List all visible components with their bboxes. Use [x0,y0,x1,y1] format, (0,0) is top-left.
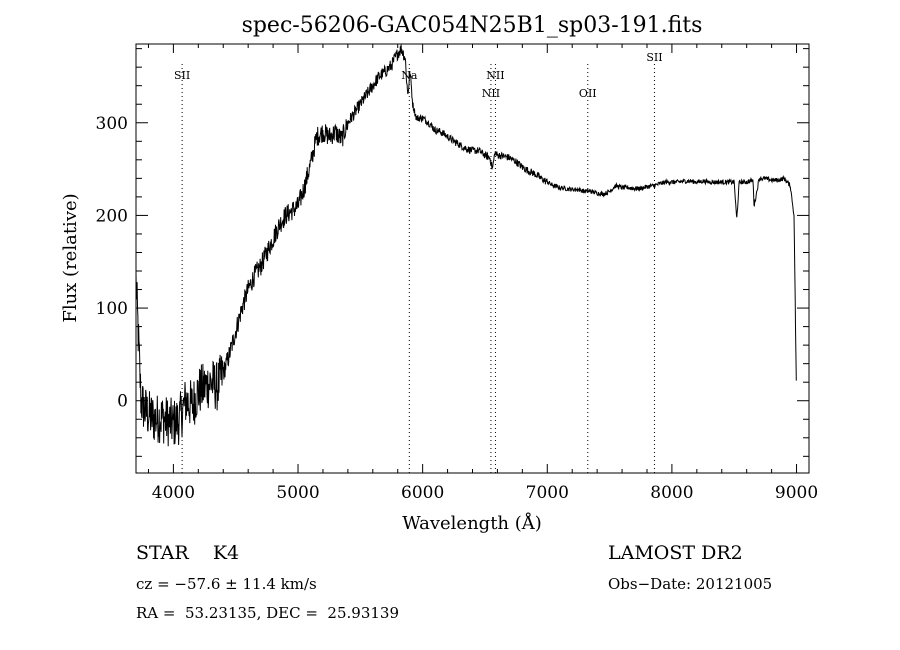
object-class: STAR K4 [136,542,240,564]
y-tick-label: 200 [96,206,128,226]
x-tick-label: 5000 [276,483,319,503]
y-tick-label: 100 [96,299,128,319]
spectrum-line [135,44,797,447]
line-label: OII [579,87,597,100]
y-tick-label: 0 [117,392,128,412]
x-tick-label: 6000 [401,483,444,503]
redshift-cz: cz = −57.6 ± 11.4 km/s [136,575,317,593]
obs-date: Obs−Date: 20121005 [608,575,773,593]
x-tick-label: 7000 [526,483,569,503]
x-axis-label: Wavelength (Å) [402,512,542,534]
line-label: NII [482,87,500,100]
y-axis-label: Flux (relative) [60,193,81,322]
axis-ticks: 4000 5000 6000 7000 8000 9000 0 100 200 300 [96,44,818,503]
plot-frame [135,43,810,474]
line-label: NII [486,69,504,82]
y-tick-label: 300 [96,114,128,134]
survey-name: LAMOST DR2 [608,542,743,564]
line-label: SII [646,51,662,64]
x-tick-label: 9000 [775,483,818,503]
coordinates: RA = 53.23135, DEC = 25.93139 [136,604,400,622]
x-tick-label: 4000 [152,483,195,503]
line-label: SII [174,69,190,82]
x-tick-label: 8000 [650,483,693,503]
chart-title: spec-56206-GAC054N25B1_sp03-191.fits [242,13,703,38]
